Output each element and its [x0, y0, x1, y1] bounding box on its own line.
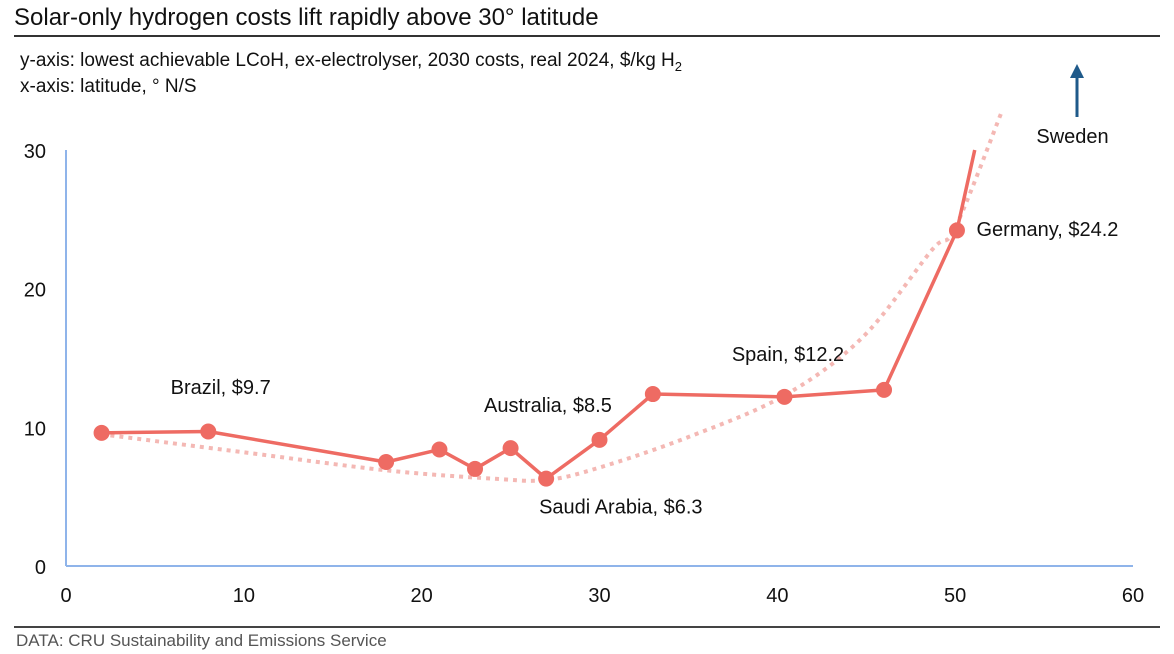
data-label: Spain, $12.2	[732, 344, 844, 366]
data-point	[538, 470, 555, 487]
y-tick-label: 30	[24, 141, 46, 163]
data-point	[200, 423, 217, 440]
data-point	[93, 424, 110, 441]
x-tick-label: 20	[411, 585, 433, 607]
y-axis-note: y-axis: lowest achievable LCoH, ex-elect…	[20, 50, 682, 74]
data-labels: Brazil, $9.7 Australia, $8.5 Saudi Arabia,…	[171, 126, 1119, 518]
title-divider	[14, 35, 1160, 37]
trend-line	[101, 111, 1004, 483]
data-label: Brazil, $9.7	[171, 377, 271, 399]
y-axis-note-text: y-axis: lowest achievable LCoH, ex-elect…	[20, 50, 675, 71]
data-label: Germany, $24.2	[977, 219, 1119, 241]
data-point	[948, 222, 965, 239]
arrow-up-icon	[1070, 64, 1084, 78]
data-point	[876, 381, 893, 398]
data-point	[467, 460, 484, 477]
data-point	[502, 440, 519, 457]
data-point	[431, 441, 448, 458]
y-tick-label: 10	[24, 418, 46, 440]
y-tick-label: 0	[35, 557, 46, 579]
y-axis-note-subscript: 2	[674, 58, 682, 74]
axes: 0 10 20 30 40 50 60 0 10 20 30	[24, 141, 1144, 607]
data-point	[644, 386, 661, 403]
data-label: Sweden	[1036, 126, 1108, 148]
main-series	[93, 149, 977, 487]
x-tick-label: 0	[60, 585, 71, 607]
x-tick-label: 40	[766, 585, 788, 607]
x-tick-label: 30	[588, 585, 610, 607]
data-point	[591, 431, 608, 448]
data-point	[776, 388, 793, 405]
x-tick-label: 10	[233, 585, 255, 607]
data-point	[378, 454, 395, 470]
footer-divider	[14, 626, 1160, 628]
x-tick-label: 50	[944, 585, 966, 607]
y-tick-label: 20	[24, 280, 46, 302]
data-label: Saudi Arabia, $6.3	[539, 496, 702, 518]
data-label: Australia, $8.5	[484, 395, 612, 417]
chart-title: Solar-only hydrogen costs lift rapidly a…	[14, 4, 599, 31]
source-note: DATA: CRU Sustainability and Emissions S…	[16, 631, 387, 650]
trend-series	[101, 111, 1004, 483]
sweden-arrow	[1070, 64, 1084, 117]
series-line	[101, 149, 977, 481]
x-axis-note: x-axis: latitude, ° N/S	[20, 76, 197, 97]
x-tick-label: 60	[1122, 585, 1144, 607]
